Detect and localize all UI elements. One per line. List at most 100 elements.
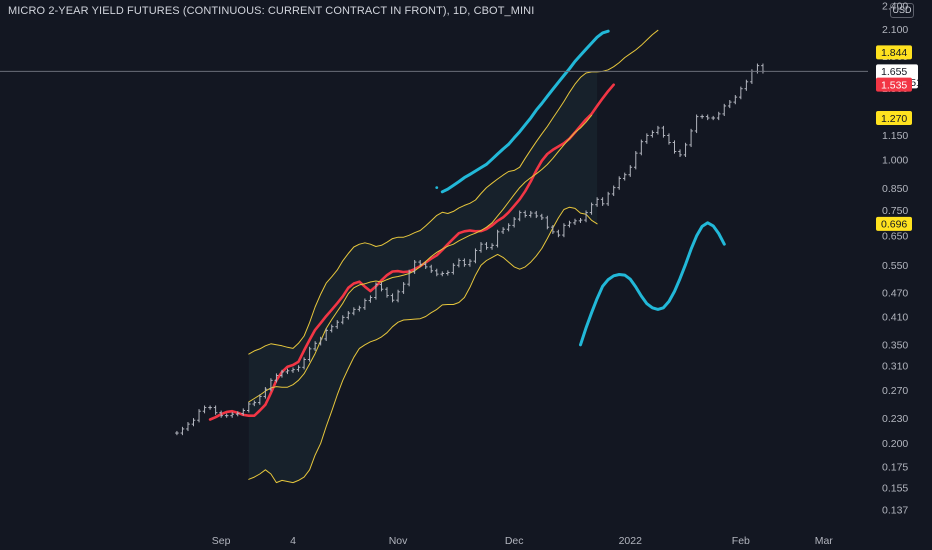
price-bar bbox=[528, 210, 533, 218]
price-bar bbox=[208, 405, 212, 410]
badge-label: 1.655 bbox=[881, 66, 907, 78]
price-bar bbox=[175, 430, 179, 436]
series-upper-envelope-line bbox=[248, 29, 659, 355]
x-tick-label: Feb bbox=[732, 535, 750, 547]
price-bar bbox=[656, 125, 660, 135]
price-bar bbox=[224, 413, 229, 418]
price-bar bbox=[235, 411, 240, 417]
price-bar bbox=[523, 210, 528, 218]
price-bar bbox=[280, 369, 284, 378]
indicator-lines-layer bbox=[208, 29, 726, 484]
price-bar bbox=[540, 213, 544, 220]
band-fill-layer bbox=[248, 71, 598, 483]
price-bar bbox=[700, 114, 704, 119]
badge-bg bbox=[876, 216, 912, 231]
price-bar bbox=[589, 202, 594, 215]
y-tick-label: 1.000 bbox=[882, 155, 908, 167]
price-bar bbox=[722, 103, 727, 117]
y-tick-label: 0.410 bbox=[882, 311, 908, 323]
price-bar bbox=[446, 270, 450, 276]
badge-bg bbox=[876, 45, 912, 60]
price-bar bbox=[551, 225, 555, 234]
price-bar bbox=[186, 422, 190, 432]
price-bar bbox=[739, 86, 743, 100]
price-bar bbox=[230, 412, 235, 418]
price-bar bbox=[595, 197, 599, 207]
currency-button[interactable]: USD bbox=[890, 3, 914, 18]
price-bar bbox=[562, 223, 566, 238]
price-bar bbox=[506, 223, 511, 232]
price-bar bbox=[274, 373, 279, 383]
y-tick-label: 0.350 bbox=[882, 339, 908, 351]
y-tick-label: 1.150 bbox=[882, 130, 908, 142]
price-bar bbox=[219, 410, 223, 418]
y-tick-label: 2.100 bbox=[882, 24, 908, 36]
price-bar bbox=[633, 151, 638, 170]
badge-label: 1.535 bbox=[881, 79, 907, 91]
price-bar bbox=[191, 418, 196, 427]
price-bar bbox=[324, 328, 328, 342]
y-tick-label: 0.270 bbox=[882, 385, 908, 397]
price-bar bbox=[451, 263, 456, 275]
x-axis[interactable]: Sep 4 Nov Dec 2022 Feb Mar bbox=[212, 535, 834, 547]
price-bar bbox=[628, 165, 633, 177]
price-bar bbox=[639, 139, 644, 156]
price-bar bbox=[727, 100, 732, 109]
price-bar bbox=[385, 287, 389, 298]
series-middle-line bbox=[208, 83, 615, 421]
series-lower-band-line bbox=[248, 206, 598, 484]
badge-bg bbox=[876, 111, 912, 126]
price-bar bbox=[197, 409, 201, 423]
price-bar bbox=[694, 114, 699, 134]
price-badge-yellow: 1.270 bbox=[876, 111, 912, 126]
y-tick-label: 2.400 bbox=[882, 1, 908, 13]
price-bar bbox=[567, 220, 572, 228]
price-bar bbox=[434, 268, 439, 277]
price-bar bbox=[755, 63, 760, 74]
price-bar bbox=[269, 378, 273, 392]
price-bar bbox=[418, 259, 422, 267]
price-bar bbox=[578, 217, 583, 223]
price-bar bbox=[744, 79, 749, 91]
price-bar bbox=[667, 133, 671, 145]
price-bar bbox=[611, 185, 616, 197]
price-bar bbox=[661, 125, 666, 138]
price-bar bbox=[711, 115, 715, 121]
price-badge-yellow: 1.844 bbox=[876, 45, 912, 60]
x-tick-label: Dec bbox=[505, 535, 524, 547]
price-bar bbox=[423, 262, 428, 270]
price-bar bbox=[374, 282, 378, 300]
price-bar bbox=[357, 305, 362, 312]
badge-label: 1.844 bbox=[881, 47, 907, 59]
price-bar bbox=[401, 282, 406, 294]
price-bar bbox=[689, 128, 693, 148]
price-bar bbox=[457, 258, 461, 268]
price-bar bbox=[534, 210, 539, 219]
y-tick-label: 0.850 bbox=[882, 183, 908, 195]
y-tick-label: 0.230 bbox=[882, 413, 908, 425]
price-bar bbox=[440, 271, 445, 277]
price-bar bbox=[180, 426, 185, 436]
series-lower-channel-line bbox=[579, 221, 726, 347]
price-bar bbox=[517, 210, 522, 222]
price-bar bbox=[263, 387, 268, 399]
price-bar bbox=[617, 176, 622, 190]
y-axis[interactable]: 2.4002.1001.8001.5001.1501.0000.8500.750… bbox=[882, 1, 908, 517]
price-bar bbox=[645, 133, 649, 144]
price-bar bbox=[352, 307, 356, 316]
series-lower-envelope-line bbox=[248, 114, 593, 403]
price-bar bbox=[313, 341, 317, 352]
price-bar bbox=[346, 311, 351, 320]
price-bar bbox=[246, 401, 251, 413]
chart-title: MICRO 2-YEAR YIELD FUTURES (CONTINUOUS: … bbox=[8, 5, 535, 17]
price-bar bbox=[202, 405, 207, 414]
y-tick-label: 0.310 bbox=[882, 361, 908, 373]
x-tick-label: Mar bbox=[815, 535, 834, 547]
y-tick-label: 0.175 bbox=[882, 461, 908, 473]
x-tick-label: 4 bbox=[290, 535, 296, 547]
y-tick-label: 0.750 bbox=[882, 205, 908, 217]
price-bar bbox=[650, 130, 655, 138]
